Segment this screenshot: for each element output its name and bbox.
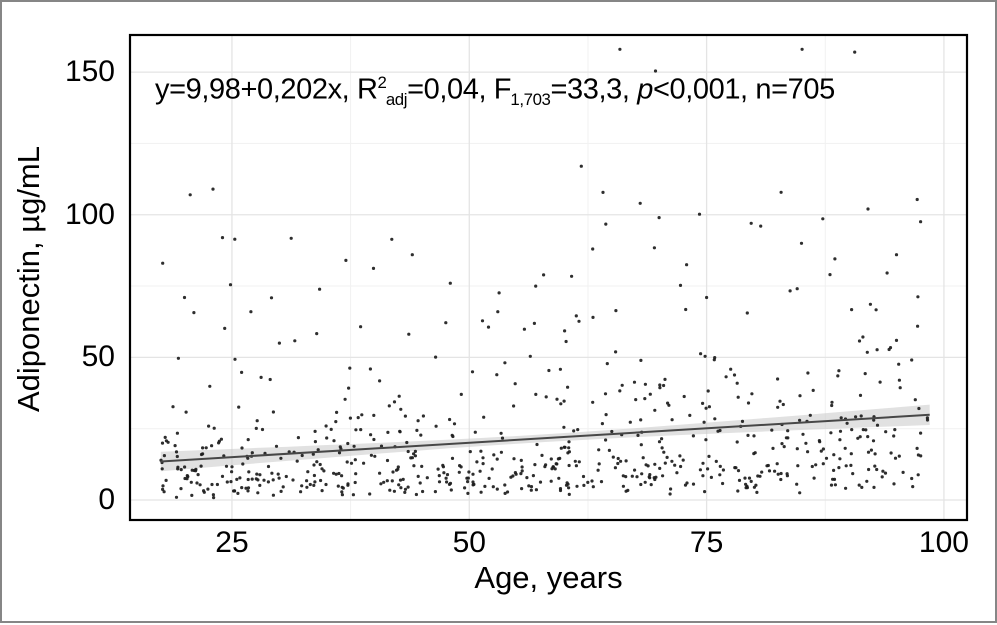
equation-text: y=9,98+0,202x, R [155,73,378,106]
x-tick-label: 25 [215,526,249,559]
x-tick-label: 50 [452,526,486,559]
f-value-text: =33,3, [550,73,638,106]
x-tick-label: 100 [918,526,969,559]
y-axis-title: Adiponectin, µg/mL [11,146,46,413]
regression-equation-annotation: y=9,98+0,202x, R2adj=0,04, F1,703=33,3, … [155,73,835,110]
r2-value-text: =0,04, F [407,73,512,106]
r-squared-superscript: 2 [377,73,387,92]
y-tick-label: 0 [98,483,115,517]
y-tick-label: 150 [64,55,115,89]
p-n-text: <0,001, n=705 [652,73,835,106]
adj-subscript: adj [385,90,408,110]
x-axis-title: Age, years [474,560,623,595]
f-df-subscript: 1,703 [510,90,551,110]
x-tick-label: 75 [689,526,724,559]
p-italic: p [637,73,653,106]
y-tick-label: 50 [81,340,115,374]
y-tick-label: 100 [64,197,115,231]
